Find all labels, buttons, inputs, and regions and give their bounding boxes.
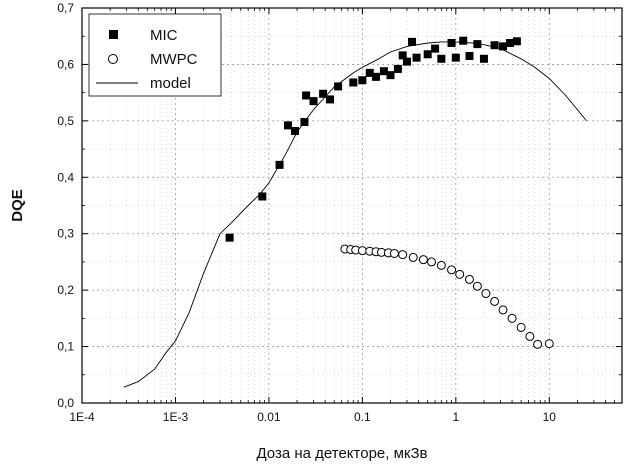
mic-point [300,117,309,126]
mic-point [309,97,318,106]
mic-point [490,41,499,50]
mic-point [479,54,488,63]
x-tick-label: 0.01 [257,410,281,424]
mic-point [402,57,411,66]
mic-point [225,233,234,242]
x-tick-label: 1E-4 [69,410,95,424]
legend-marker-circle [108,54,118,64]
mwpc-point [472,281,482,291]
y-axis: 0,0 0,1 0,2 0,3 0,4 0,5 0,6 0,7 [57,1,622,410]
mic-point [275,160,284,169]
mic-point [358,76,367,85]
mic-point [437,54,446,63]
mic-point [465,51,474,60]
mwpc-point [507,313,517,323]
mic-point [398,51,407,60]
y-tick-label: 0,5 [57,114,74,128]
legend-label: MWPC [150,51,198,68]
x-tick-label: 0.1 [354,410,371,424]
mic-point [302,91,311,100]
series-mwpc [340,244,554,349]
y-tick-label: 0,0 [57,396,74,410]
mwpc-point [389,248,399,258]
mic-point [408,37,417,46]
mwpc-point [398,250,408,260]
legend-label: MIC [150,27,178,44]
y-tick-label: 0,6 [57,57,74,71]
mwpc-point [455,269,465,279]
mic-point [447,38,456,47]
mwpc-point [357,246,367,256]
mic-point [349,78,358,87]
mic-point [412,53,421,62]
mwpc-point [533,339,543,349]
mic-point [283,121,292,130]
mic-point [379,67,388,76]
mwpc-point [436,260,446,270]
y-tick-label: 0,7 [57,1,74,15]
mwpc-point [481,289,491,299]
mic-point [365,68,374,77]
mwpc-point [464,274,474,284]
mic-point [512,37,521,46]
mwpc-point [490,296,500,306]
y-tick-label: 0,3 [57,227,74,241]
y-axis-title: DQE [9,189,26,222]
mic-point [473,40,482,49]
mic-point [372,72,381,81]
x-axis-title: Доза на детекторе, мкЗв [256,445,427,462]
series-model-line [123,41,587,388]
mic-point [325,95,334,104]
mwpc-point [418,255,428,265]
mic-point [423,50,432,59]
x-tick-label: 10 [543,410,557,424]
mic-point [459,36,468,45]
mic-point [386,71,395,80]
mwpc-point [447,265,457,275]
legend-marker-square [109,30,118,39]
mic-point [451,53,460,62]
mic-point [334,82,343,91]
mwpc-point [525,331,535,341]
legend-label: model [150,75,191,92]
mwpc-point [408,252,418,262]
y-tick-label: 0,4 [57,170,74,184]
mwpc-point [516,322,526,332]
legend: MIC MWPC model [88,13,222,97]
y-tick-label: 0,1 [57,340,74,354]
mwpc-point [427,257,437,267]
mic-point [431,44,440,53]
mic-point [258,192,267,201]
x-axis: 1E-4 1E-3 0.01 0.1 1 10 [69,8,616,424]
mwpc-point [498,305,508,315]
mwpc-point [544,339,554,349]
mic-point [393,64,402,73]
mic-point [499,42,508,51]
mic-point [506,38,515,47]
x-tick-label: 1 [452,410,459,424]
y-tick-label: 0,2 [57,283,74,297]
mic-point [319,89,328,98]
series-mic [225,36,521,242]
mic-point [290,127,299,136]
x-tick-label: 1E-3 [163,410,189,424]
